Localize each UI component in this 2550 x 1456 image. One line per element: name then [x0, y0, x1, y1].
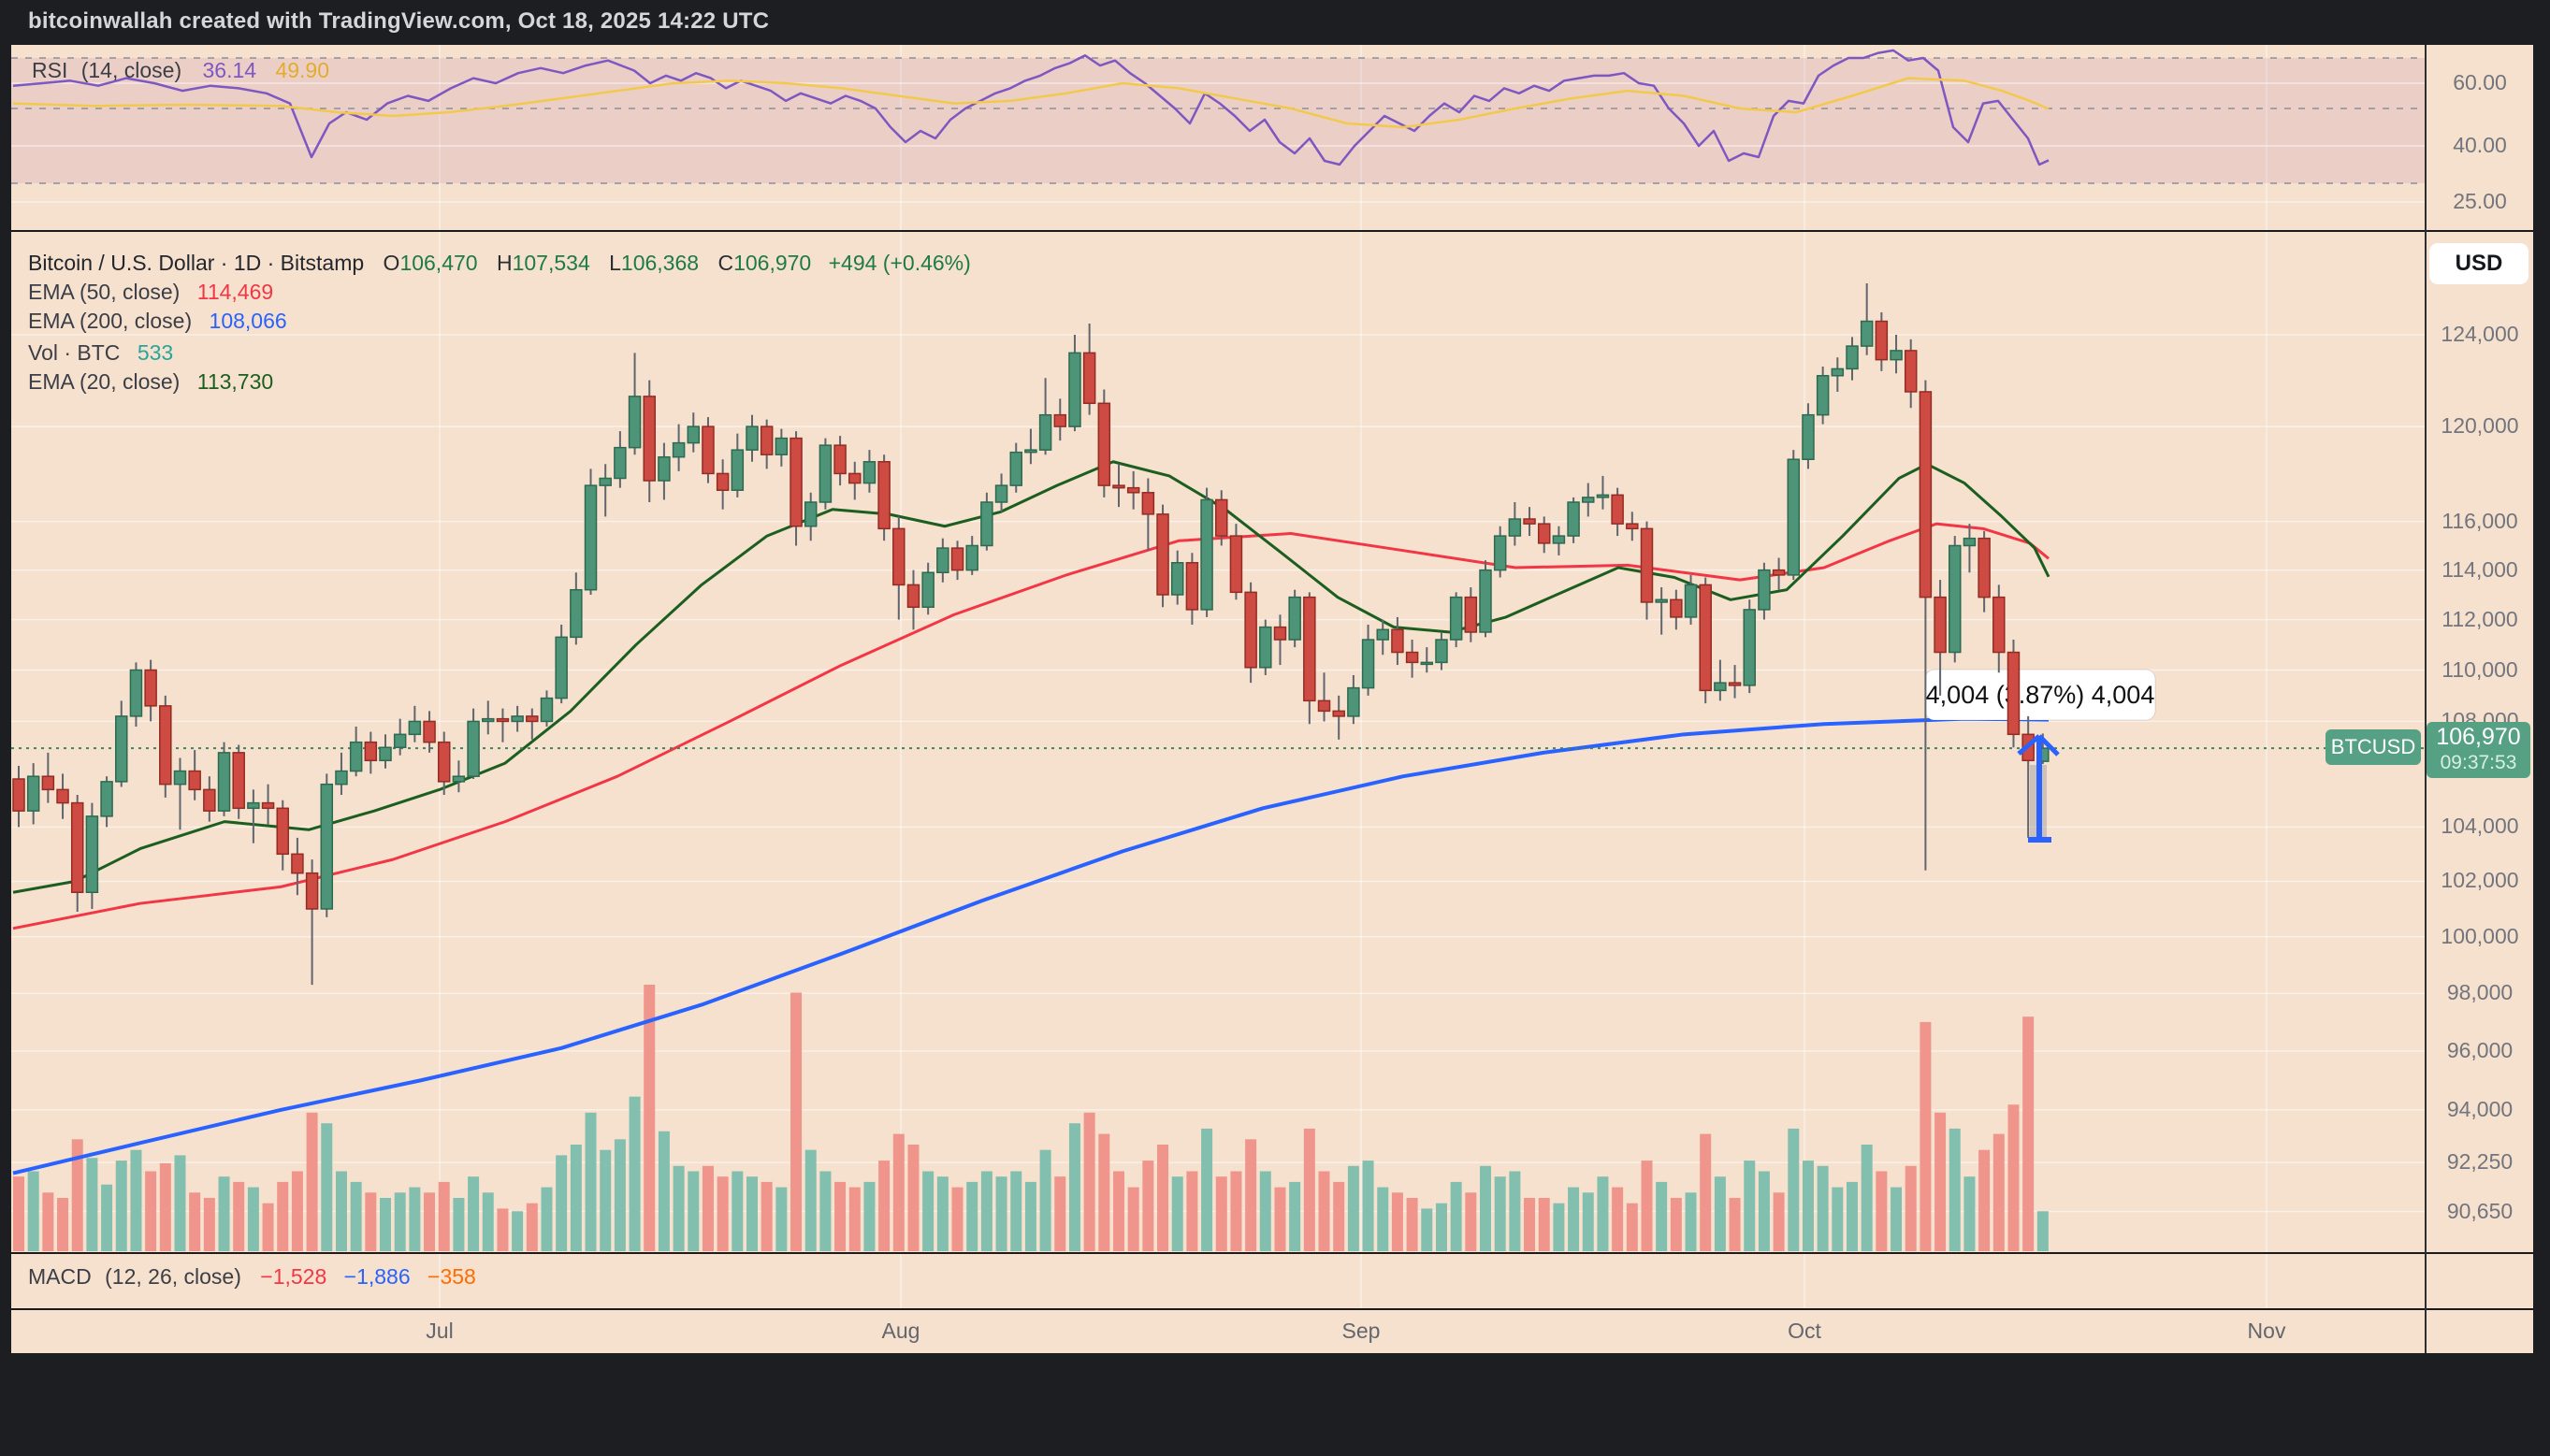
scale-tick-label: 94,000: [2446, 1096, 2514, 1121]
ema20-value: 113,730: [196, 369, 274, 394]
ema50-legend[interactable]: EMA (50, close) 114,469: [28, 280, 273, 305]
symbol-legend[interactable]: Bitcoin / U.S. Dollar · 1D · Bitstamp O1…: [28, 251, 971, 276]
open-label: O: [383, 251, 400, 275]
low-label: L: [609, 251, 621, 275]
open-value: 106,470: [399, 251, 478, 275]
last-price-label: 106,970 09:37:53: [2427, 722, 2530, 778]
macd-legend[interactable]: MACD (12, 26, close) −1,528 −1,886 −358: [28, 1264, 476, 1290]
scale-tick-label: 116,000: [2441, 508, 2518, 533]
scale-tick-label: 25.00: [2453, 189, 2507, 213]
scale-tick-label: 100,000: [2441, 923, 2519, 948]
rsi-value: 36.14: [202, 58, 257, 82]
low-value: 106,368: [620, 251, 700, 275]
macd-histogram-value: −358: [427, 1264, 476, 1289]
price-scale[interactable]: [2426, 45, 2533, 1309]
macd-label: MACD: [28, 1264, 92, 1289]
close-label: C: [717, 251, 734, 275]
top-attribution-bar: bitcoinwallah created with TradingView.c…: [0, 0, 2550, 45]
ema50-value: 114,469: [196, 280, 274, 304]
bar-countdown: 09:37:53: [2440, 752, 2517, 773]
pane-separator-volume-macd[interactable]: [11, 1252, 2533, 1254]
attribution-text: bitcoinwallah created with TradingView.c…: [28, 8, 770, 34]
footer-bar: TradingView: [0, 1353, 2550, 1456]
svg-text:4,004 (3.87%) 4,004: 4,004 (3.87%) 4,004: [1926, 681, 2155, 709]
rsi-legend[interactable]: RSI (14, close) 36.14 49.90: [32, 58, 329, 83]
pane-separator-macd-axis: [11, 1308, 2533, 1310]
change-value: +494 (+0.46%): [828, 251, 971, 275]
volume-value: 533: [137, 340, 174, 365]
time-tick-label: Nov: [2247, 1319, 2286, 1343]
time-tick-label: Aug: [881, 1319, 920, 1343]
ema200-label: EMA (200, close): [28, 309, 193, 333]
time-tick-label: Sep: [1341, 1319, 1381, 1343]
scale-tick-label: 120,000: [2441, 413, 2519, 439]
scale-tick-label: 114,000: [2441, 556, 2518, 582]
volume-legend[interactable]: Vol · BTC 533: [28, 340, 173, 366]
scale-tick-label: 96,000: [2446, 1037, 2514, 1062]
ema200-value: 108,066: [209, 309, 287, 333]
scale-tick-label: 90,650: [2446, 1198, 2514, 1223]
high-label: H: [496, 251, 513, 275]
chart-canvas[interactable]: 4,004 (3.87%) 4,004: [11, 45, 2533, 1353]
volume-label: Vol · BTC: [28, 340, 121, 365]
scale-tick-label: 60.00: [2453, 70, 2507, 94]
last-price-value: 106,970: [2436, 724, 2521, 750]
macd-params: (12, 26, close): [105, 1264, 241, 1289]
pane-separator-rsi[interactable]: [11, 230, 2533, 232]
rsi-legend-params: (14, close): [80, 58, 182, 82]
scale-tick-label: 104,000: [2441, 814, 2519, 839]
rsi-legend-name: RSI: [32, 58, 68, 82]
close-value: 106,970: [733, 251, 812, 275]
ema20-label: EMA (20, close): [28, 369, 181, 394]
scale-tick-label: 40.00: [2453, 133, 2507, 157]
rsi-ma-value: 49.90: [275, 58, 330, 82]
symbol-price-pill: BTCUSD: [2325, 729, 2421, 765]
ema20-legend[interactable]: EMA (20, close) 113,730: [28, 369, 273, 395]
time-tick-label: Jul: [426, 1319, 454, 1343]
time-axis[interactable]: [11, 1310, 2425, 1352]
currency-toggle-button[interactable]: USD: [2429, 243, 2528, 284]
scale-tick-label: 124,000: [2441, 321, 2519, 346]
scale-tick-label: 112,000: [2441, 606, 2518, 631]
scale-tick-label: 92,250: [2446, 1149, 2514, 1175]
scale-tick-label: 102,000: [2441, 868, 2519, 893]
scale-tick-label: 110,000: [2441, 656, 2518, 682]
high-value: 107,534: [512, 251, 590, 275]
scale-tick-label: 98,000: [2446, 980, 2514, 1005]
macd-value: −1,528: [260, 1264, 327, 1289]
time-tick-label: Oct: [1788, 1319, 1821, 1343]
symbol-title: Bitcoin / U.S. Dollar · 1D · Bitstamp: [28, 251, 365, 275]
ema50-label: EMA (50, close): [28, 280, 181, 304]
macd-signal-value: −1,886: [343, 1264, 411, 1289]
ema200-legend[interactable]: EMA (200, close) 108,066: [28, 309, 287, 334]
price-scale-border: [2425, 45, 2427, 1353]
